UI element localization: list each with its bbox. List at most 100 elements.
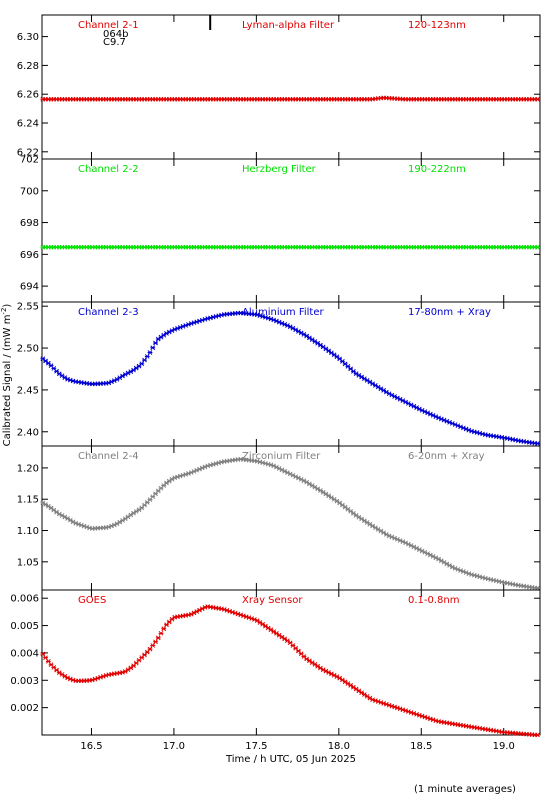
- y-tick-label: 2.40: [17, 427, 39, 438]
- y-axis-label-main: Calibrated Signal / (mW m: [2, 315, 13, 447]
- x-axis-label: Time / h UTC, 05 Jun 2025: [225, 754, 356, 765]
- y-tick-label: 0.004: [10, 648, 39, 659]
- data-point: [161, 626, 167, 632]
- y-tick-label: 694: [20, 282, 39, 293]
- y-axis-label-suffix: ): [2, 304, 13, 308]
- y-tick-label: 702: [20, 155, 39, 166]
- data-point: [43, 655, 48, 661]
- data-point: [56, 371, 62, 377]
- data-point: [535, 441, 540, 446]
- data-point: [535, 732, 540, 738]
- y-tick-label: 0.005: [10, 621, 39, 632]
- data-point: [153, 340, 158, 346]
- y-tick-label: 0.006: [10, 594, 39, 605]
- x-tick-label: 17.5: [245, 741, 267, 752]
- series-points: [40, 310, 540, 446]
- y-tick-label: 1.20: [17, 463, 39, 474]
- data-point: [323, 346, 329, 352]
- panel-frame: [41, 301, 541, 447]
- panel-band-label: 17-80nm + Xray: [408, 307, 491, 318]
- data-point: [164, 480, 169, 486]
- data-point: [122, 516, 128, 522]
- panel-frame: [41, 445, 541, 591]
- data-point: [125, 514, 131, 520]
- series-points: [40, 95, 540, 102]
- y-tick-label: 2.50: [17, 344, 39, 355]
- series-points: [40, 456, 540, 591]
- data-point: [331, 352, 337, 358]
- data-point: [535, 585, 540, 591]
- series-points: [40, 244, 540, 250]
- panel-channel-label: Channel 2-2: [78, 164, 139, 175]
- panel-frame: [41, 158, 541, 303]
- y-tick-label: 2.45: [17, 385, 39, 396]
- data-point: [136, 507, 142, 513]
- chart-panels: 6.22 6.24 6.26 6.28 6.30 Channel 2-1 Lyman-alp…: [10, 14, 541, 752]
- panel-channel-label: Channel 2-4: [78, 451, 139, 462]
- series-points: [40, 604, 540, 738]
- y-tick-label: 6.24: [17, 119, 39, 130]
- panel-channel-label: Channel 2-1: [78, 20, 139, 31]
- x-tick-label: 18.0: [328, 741, 350, 752]
- data-point: [320, 344, 326, 350]
- panel-band-label: 120-123nm: [408, 20, 466, 31]
- data-point: [326, 348, 332, 354]
- y-tick-label: 1.15: [17, 495, 39, 506]
- data-point: [45, 658, 51, 664]
- x-tick-label: 16.5: [80, 741, 102, 752]
- panel-band-label: 0.1-0.8nm: [408, 595, 460, 606]
- y-tick-label: 1.05: [17, 557, 39, 568]
- x-tick-label: 17.0: [163, 741, 185, 752]
- flare-annotation: 064b: [103, 29, 128, 40]
- panel-frame: [41, 589, 541, 736]
- panel-filter-label: Xray Sensor: [242, 595, 303, 606]
- data-point: [329, 350, 334, 356]
- panel-channel-label: Channel 2-3: [78, 307, 139, 318]
- data-point: [535, 96, 540, 102]
- data-point: [54, 509, 59, 515]
- data-point: [166, 478, 172, 484]
- y-axis-label: Calibrated Signal / (mW m-2): [0, 304, 13, 447]
- data-point: [535, 244, 540, 250]
- panel-5: 0.002 0.003 0.004 0.005 0.006 GOES Xray Sensor…: [10, 589, 541, 738]
- y-axis-label-superscript: -2: [0, 308, 8, 315]
- y-tick-label: 6.28: [17, 61, 39, 72]
- data-point: [147, 350, 153, 355]
- y-tick-label: 696: [20, 250, 39, 261]
- panel-filter-label: Aluminium Filter: [242, 307, 325, 318]
- y-tick-label: 698: [20, 218, 39, 229]
- y-tick-label: 6.30: [17, 32, 39, 43]
- panel-filter-label: Lyman-alpha Filter: [242, 20, 335, 31]
- data-point: [158, 334, 164, 340]
- panel-1: 6.22 6.24 6.26 6.28 6.30 Channel 2-1 Lyman-alp…: [17, 14, 541, 160]
- panel-3: 2.40 2.45 2.50 2.55 Channel 2-3 Aluminium Fil…: [17, 301, 541, 447]
- panel-band-label: 6-20nm + Xray: [408, 451, 485, 462]
- data-point: [40, 651, 46, 657]
- y-tick-label: 0.002: [10, 703, 39, 714]
- y-tick-label: 1.10: [17, 526, 39, 537]
- data-point: [131, 367, 136, 373]
- x-tick-label: 18.5: [410, 741, 432, 752]
- panel-2: 694 696 698 700 702 Channel 2-2 Herzberg Filte…: [20, 155, 541, 303]
- y-tick-label: 2.55: [17, 302, 39, 313]
- data-point: [350, 511, 356, 516]
- data-point: [150, 643, 156, 648]
- panel-filter-label: Herzberg Filter: [242, 164, 317, 175]
- averaging-footnote: (1 minute averages): [414, 784, 516, 795]
- data-point: [158, 630, 164, 636]
- panel-filter-label: Zirconium Filter: [242, 451, 321, 462]
- flare-annotation: C9.7: [103, 37, 126, 48]
- data-point: [150, 345, 156, 351]
- data-point: [334, 498, 340, 504]
- panel-4: 1.05 1.10 1.15 1.20 Channel 2-4 Zirconium Fil…: [17, 445, 541, 591]
- y-tick-label: 6.22: [17, 147, 39, 158]
- data-point: [147, 646, 153, 652]
- x-tick-label: 19.0: [493, 741, 515, 752]
- y-tick-label: 0.003: [10, 676, 39, 687]
- data-point: [318, 342, 323, 348]
- data-point: [155, 336, 161, 342]
- y-tick-label: 6.26: [17, 90, 39, 101]
- data-point: [153, 639, 158, 645]
- data-point: [139, 361, 145, 367]
